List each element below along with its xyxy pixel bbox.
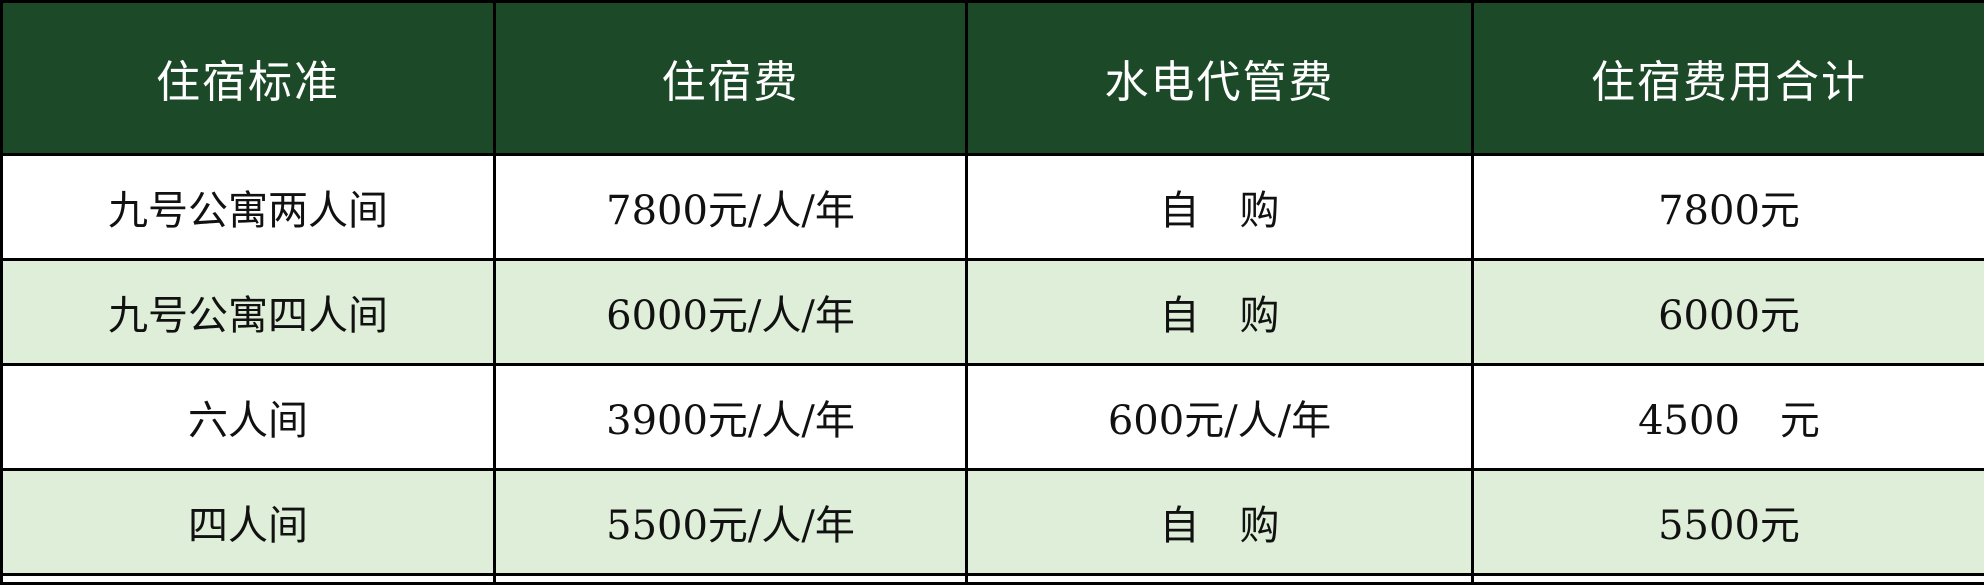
- header-standard: 住宿标准: [2, 2, 495, 155]
- cell-fee: 5500元/人/年: [495, 470, 967, 575]
- cell-utilities: 自 购: [967, 260, 1473, 365]
- table-row: 九号公寓两人间 7800元/人/年 自 购 7800元: [2, 155, 1984, 260]
- cell-total: 5500元: [1473, 470, 1984, 575]
- cell-standard: 九号公寓四人间: [2, 260, 495, 365]
- header-total: 住宿费用合计: [1473, 2, 1984, 155]
- cell-fee: 3900元/人/年: [495, 365, 967, 470]
- cell-utilities: 600元/人/年: [967, 365, 1473, 470]
- header-utilities-fee: 水电代管费: [967, 2, 1473, 155]
- table-row: 四人间 5500元/人/年 自 购 5500元: [2, 470, 1984, 575]
- cell-utilities: 自 购: [967, 470, 1473, 575]
- cell-standard: 六人间: [2, 365, 495, 470]
- cell-fee: 6000元/人/年: [495, 260, 967, 365]
- table-row: 六人间 3900元/人/年 600元/人/年 4500 元: [2, 365, 1984, 470]
- table-row: 九号公寓四人间 6000元/人/年 自 购 6000元: [2, 260, 1984, 365]
- header-accommodation-fee: 住宿费: [495, 2, 967, 155]
- cell-utilities: 自 购: [967, 155, 1473, 260]
- cell-standard: 九号公寓两人间: [2, 155, 495, 260]
- cell-fee: 7800元/人/年: [495, 155, 967, 260]
- cell-total: 7800元: [1473, 155, 1984, 260]
- cell-total: 4500 元: [1473, 365, 1984, 470]
- cell-standard: 四人间: [2, 470, 495, 575]
- header-row: 住宿标准 住宿费 水电代管费 住宿费用合计: [2, 2, 1984, 155]
- cell-total: 6000元: [1473, 260, 1984, 365]
